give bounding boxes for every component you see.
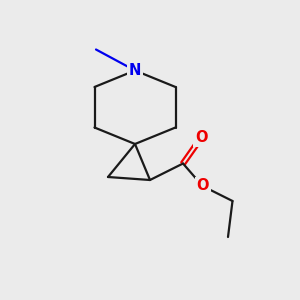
Text: O: O [195,130,207,146]
Text: N: N [129,63,141,78]
Text: O: O [196,178,209,194]
